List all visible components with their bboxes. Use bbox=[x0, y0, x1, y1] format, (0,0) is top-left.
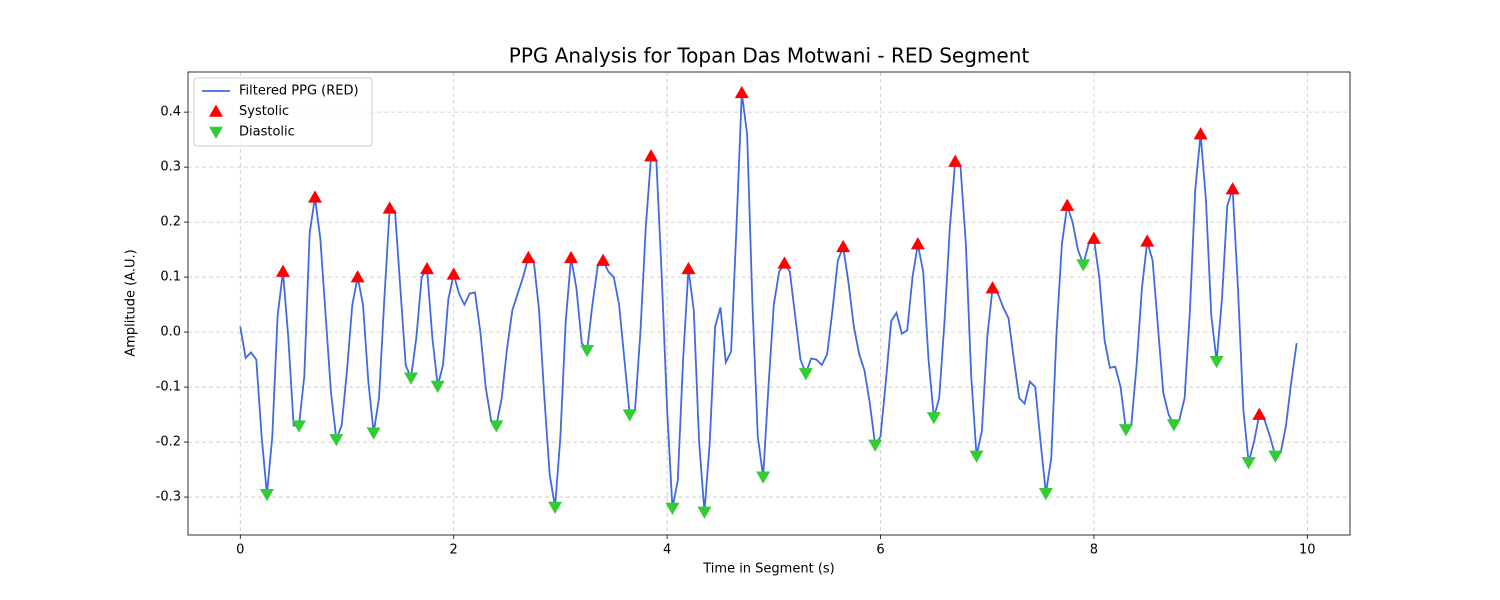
diastolic-marker bbox=[259, 489, 274, 502]
systolic-marker bbox=[948, 154, 963, 167]
plot-frame bbox=[187, 71, 1351, 536]
diastolic-marker bbox=[366, 427, 381, 440]
diastolic-marker bbox=[329, 434, 344, 447]
y-tick-label: 0.3 bbox=[160, 160, 181, 175]
y-axis-label: Amplitude (A.U.) bbox=[124, 249, 139, 356]
x-tick-label: 8 bbox=[1090, 543, 1098, 558]
diastolic-marker bbox=[580, 344, 595, 358]
systolic-marker bbox=[521, 250, 536, 264]
diastolic-marker bbox=[430, 380, 445, 393]
systolic-marker bbox=[596, 253, 611, 266]
systolic-marker bbox=[420, 261, 435, 275]
systolic-marker bbox=[1060, 198, 1075, 211]
y-tick-label: 0.4 bbox=[160, 105, 181, 120]
systolic-marker bbox=[564, 250, 579, 264]
systolic-marker bbox=[275, 264, 290, 277]
systolic-marker bbox=[1225, 182, 1240, 195]
systolic-marker bbox=[985, 281, 1000, 294]
y-tick-label: -0.2 bbox=[156, 435, 181, 450]
diastolic-marker bbox=[489, 420, 504, 433]
systolic-marker bbox=[681, 261, 696, 275]
systolic-marker bbox=[350, 270, 365, 283]
diastolic-marker bbox=[1038, 487, 1053, 501]
systolic-marker bbox=[836, 239, 851, 253]
legend-swatch bbox=[209, 104, 223, 117]
diastolic-marker bbox=[404, 372, 419, 385]
diastolic-marker bbox=[622, 409, 637, 422]
x-tick-label: 10 bbox=[1299, 543, 1316, 558]
diastolic-marker bbox=[756, 471, 771, 484]
diastolic-marker bbox=[868, 439, 883, 452]
legend-label: Filtered PPG (RED) bbox=[239, 84, 359, 99]
diastolic-marker bbox=[1166, 419, 1181, 432]
systolic-marker bbox=[777, 256, 792, 269]
systolic-marker bbox=[910, 237, 925, 250]
diastolic-marker bbox=[665, 502, 680, 516]
legend-box bbox=[193, 77, 373, 147]
diastolic-marker bbox=[548, 501, 563, 514]
systolic-marker bbox=[1252, 407, 1267, 420]
y-tick-label: 0.0 bbox=[160, 325, 181, 340]
systolic-marker bbox=[734, 85, 749, 99]
diastolic-marker bbox=[1118, 424, 1133, 437]
x-tick-label: 2 bbox=[450, 543, 458, 558]
systolic-marker bbox=[307, 190, 322, 203]
systolic-marker bbox=[1193, 127, 1208, 140]
systolic-marker bbox=[1140, 234, 1155, 247]
y-tick-label: 0.2 bbox=[160, 215, 181, 230]
x-tick-label: 0 bbox=[236, 543, 244, 558]
x-axis-label: Time in Segment (s) bbox=[702, 562, 834, 577]
legend-swatch bbox=[209, 126, 223, 139]
diastolic-marker bbox=[1076, 259, 1091, 272]
diastolic-marker bbox=[926, 412, 941, 425]
diastolic-marker bbox=[1241, 457, 1256, 470]
legend-label: Systolic bbox=[239, 104, 289, 119]
x-tick-label: 6 bbox=[876, 543, 884, 558]
diastolic-marker bbox=[697, 506, 712, 519]
y-tick-label: 0.1 bbox=[160, 270, 181, 285]
diastolic-marker bbox=[969, 450, 984, 463]
systolic-marker bbox=[382, 201, 397, 214]
chart-title: PPG Analysis for Topan Das Motwani - RED… bbox=[509, 44, 1030, 68]
diastolic-marker bbox=[1209, 355, 1224, 369]
y-tick-label: -0.1 bbox=[156, 380, 181, 395]
diastolic-marker bbox=[291, 420, 306, 433]
diastolic-marker bbox=[798, 368, 813, 381]
diastolic-marker bbox=[1268, 450, 1283, 463]
signal-line bbox=[239, 92, 1298, 512]
y-tick-label: -0.3 bbox=[156, 490, 181, 505]
systolic-marker bbox=[644, 149, 659, 162]
systolic-marker bbox=[1086, 231, 1101, 244]
legend-label: Diastolic bbox=[239, 125, 295, 140]
x-tick-label: 4 bbox=[663, 543, 671, 558]
systolic-marker bbox=[446, 267, 461, 280]
